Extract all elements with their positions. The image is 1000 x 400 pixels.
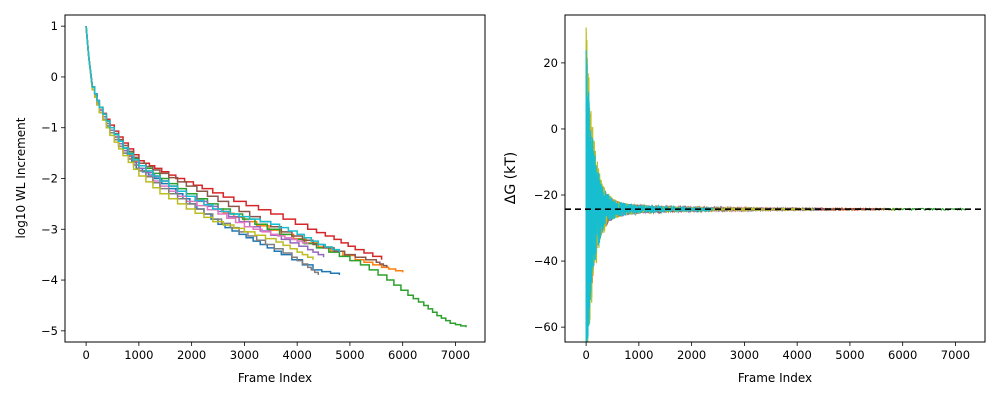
right-y-tick-label: 20 [543, 56, 558, 70]
right-axes-frame [564, 14, 986, 343]
right-x-tick-label: 3000 [730, 348, 759, 362]
left-x-tick-label: 3000 [230, 348, 259, 362]
right-y-tick-label: 0 [551, 122, 558, 136]
left-x-tick-label: 4000 [283, 348, 312, 362]
left-series-line-9 [85, 26, 314, 260]
right-x-tick-label: 5000 [835, 348, 864, 362]
left-x-tick-label: 1000 [124, 348, 153, 362]
left-series-line-3 [85, 26, 467, 328]
left-x-tick-label: 2000 [177, 348, 206, 362]
left-y-tick-label: −4 [41, 273, 58, 287]
right-series-line-3 [585, 92, 967, 338]
left-series-line-10 [85, 26, 341, 253]
right-chart: 0 1000 2000 3000 4000 5000 6000 7000 −60 −40 −20 0… [503, 14, 986, 385]
right-x-tick-label: 0 [582, 348, 589, 362]
left-y-tick-label: 0 [51, 70, 58, 84]
left-axes-frame [64, 14, 486, 343]
left-x-tick-label: 6000 [388, 348, 417, 362]
left-y-tick-label: −2 [41, 172, 58, 186]
left-y-tick-label: −3 [41, 222, 58, 236]
left-x-axis-label: Frame Index [238, 371, 312, 385]
right-x-tick-label: 7000 [941, 348, 970, 362]
right-x-tick-label: 4000 [783, 348, 812, 362]
left-y-axis-label: log10 WL Increment [14, 117, 28, 238]
right-x-axis-label: Frame Index [738, 371, 812, 385]
left-x-tick-label: 0 [82, 348, 89, 362]
left-y-tick-label: −1 [41, 121, 58, 135]
left-chart: 0 1000 2000 3000 4000 5000 6000 7000 −5 −4 −3 −2 −1… [14, 14, 486, 385]
right-y-tick-label: −40 [534, 254, 558, 268]
left-y-tick-label: −5 [41, 324, 58, 338]
right-y-tick-label: −20 [534, 188, 558, 202]
left-x-tick-label: 5000 [335, 348, 364, 362]
right-x-tick-label: 6000 [888, 348, 917, 362]
left-y-tick-label: 1 [51, 19, 58, 33]
right-y-axis-label: ΔG (kT) [503, 152, 519, 204]
left-x-tick-label: 7000 [441, 348, 470, 362]
right-y-tick-label: −60 [534, 320, 558, 334]
left-series-line-8 [85, 26, 320, 275]
right-series-line-1 [585, 87, 840, 342]
right-x-tick-label: 2000 [677, 348, 706, 362]
right-x-tick-label: 1000 [624, 348, 653, 362]
